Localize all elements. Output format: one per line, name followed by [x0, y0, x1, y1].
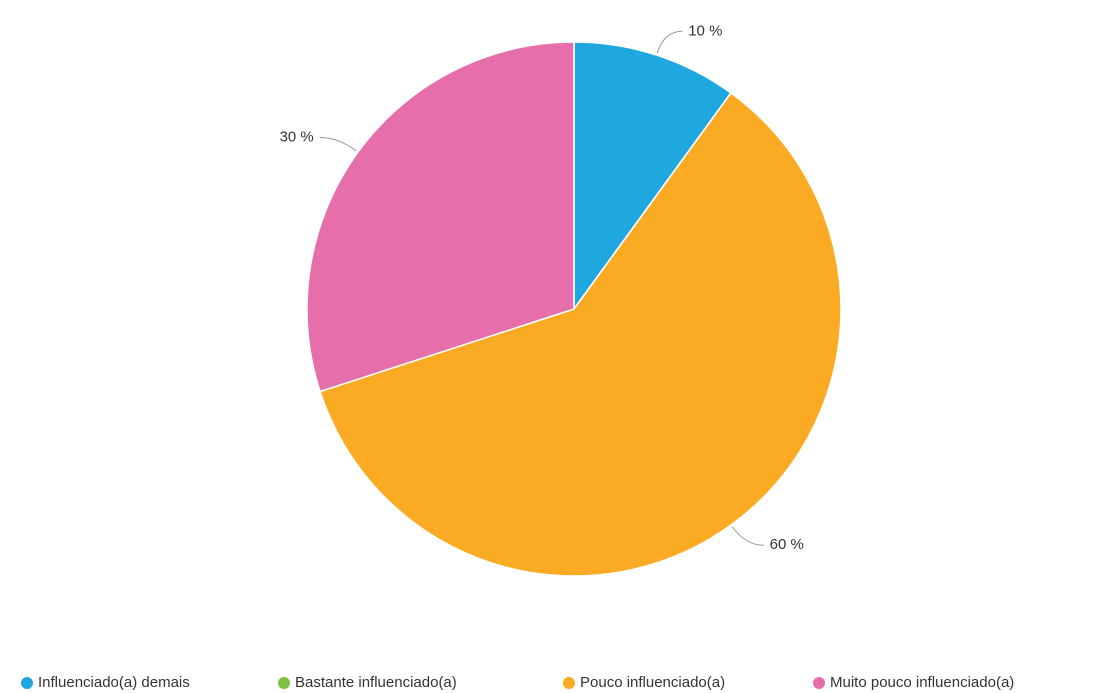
legend-label[interactable]: Influenciado(a) demais: [38, 674, 190, 691]
pie-slice: [319, 91, 842, 577]
leader-line: [319, 136, 357, 152]
legend-marker: [813, 677, 825, 689]
data-label: 10 %: [688, 22, 722, 39]
legend-label[interactable]: Bastante influenciado(a): [295, 674, 457, 691]
legend-marker: [278, 677, 290, 689]
data-label: 30 %: [280, 128, 314, 145]
legend-marker: [21, 677, 33, 689]
leader-line: [656, 30, 683, 54]
legend-label[interactable]: Pouco influenciado(a): [580, 674, 725, 691]
pie-slice: [306, 41, 575, 393]
legend-marker: [563, 677, 575, 689]
leader-line: [731, 526, 764, 546]
legend-label[interactable]: Muito pouco influenciado(a): [830, 674, 1014, 691]
data-label: 60 %: [770, 536, 804, 553]
pie-slice: [573, 41, 732, 312]
